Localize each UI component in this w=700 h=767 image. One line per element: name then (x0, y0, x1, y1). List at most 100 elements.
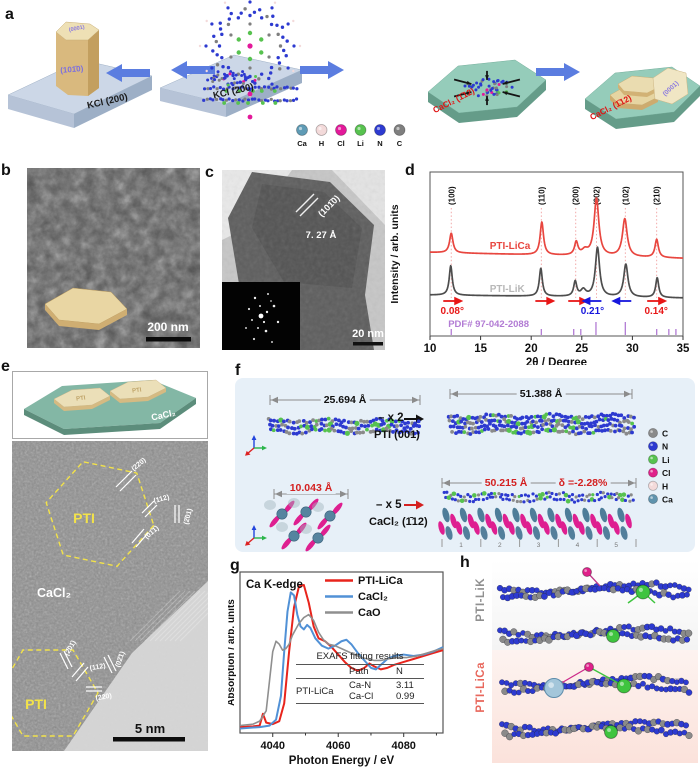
svg-text:4080: 4080 (391, 740, 415, 752)
arrow-right-2 (536, 63, 580, 81)
panel-b-sem-image: 200 nm (27, 168, 200, 348)
panel-a-schematic: Ca H Cl Li N C (0001) (101̄0) KCl (200) KCl (… (7, 0, 700, 148)
lattice-fringe-marker (295, 193, 315, 213)
exafs-path-2: Ca-Cl (349, 691, 374, 702)
pti-grain-outline-bottom (12, 649, 99, 737)
pti-large-dimension: 51.388 Å (516, 388, 566, 400)
xas-chart: Ca K-edge PTI-LiCa CaCl₂ CaO 4040 4060 4080 Pho… (228, 571, 444, 767)
scalebar-b (146, 337, 191, 342)
svg-text:2: 2 (498, 542, 502, 549)
svg-text:PTI-LiCa: PTI-LiCa (358, 575, 403, 587)
exafs-table-title: EXAFS fitting results (316, 651, 404, 662)
svg-text:0.08°: 0.08° (441, 306, 464, 317)
arrow-left-2 (171, 61, 215, 79)
panel-e-hrtem-image: PTI CaCl₂ PTI (220) (112) (2̄01) (01̄1̄)… (12, 441, 208, 751)
plane-label: (112) (153, 494, 170, 505)
svg-text:Intensity / arb. units: Intensity / arb. units (389, 204, 401, 303)
panel-f-label: f (235, 362, 241, 379)
svg-text:4: 4 (576, 542, 580, 549)
svg-text:30: 30 (626, 343, 639, 355)
svg-text:(200): (200) (572, 186, 581, 205)
plane-label: (112) (89, 663, 106, 673)
inset-chip1-label: PTI (76, 395, 86, 402)
svg-text:Ca: Ca (662, 495, 673, 505)
svg-text:3: 3 (537, 542, 541, 549)
exafs-path-1: Ca-N (349, 680, 372, 691)
svg-text:Absorption / arb. units: Absorption / arb. units (228, 599, 237, 706)
svg-text:(110): (110) (537, 186, 546, 205)
svg-text:CaCl₂: CaCl₂ (358, 591, 388, 603)
svg-text:Li: Li (662, 455, 670, 465)
panel-g-label: g (230, 557, 240, 574)
svg-text:Li: Li (357, 139, 364, 148)
cacl2-multiply-label: – x 5 (376, 499, 402, 511)
svg-text:Cl: Cl (337, 139, 345, 148)
svg-text:PDF# 97-042-2088: PDF# 97-042-2088 (448, 319, 529, 330)
spacing-label-c: 7. 27 Å (306, 230, 337, 241)
svg-text:20: 20 (525, 343, 538, 355)
cacl2-large-dimension: 50.215 Å (481, 477, 531, 489)
svg-text:Photon Energy / eV: Photon Energy / eV (289, 755, 395, 767)
plane-markers-e (59, 470, 180, 692)
pti-multiply-label: – x 2 (378, 412, 404, 424)
prism-top-face-label: (0001) (68, 24, 85, 33)
exafs-n-2: 0.99 (396, 691, 415, 702)
saed-inset (222, 282, 300, 350)
panel-a-substrates (7, 21, 700, 129)
svg-text:Ca K-edge: Ca K-edge (246, 579, 303, 591)
svg-text:(002): (002) (592, 186, 601, 205)
panel-a-label: a (5, 6, 14, 23)
ptilica-background (492, 650, 698, 763)
svg-text:4060: 4060 (326, 740, 350, 752)
svg-text:0.14°: 0.14° (644, 306, 667, 317)
svg-text:C: C (397, 139, 403, 148)
arrow-right-1 (300, 61, 344, 79)
arrow-left-1 (106, 64, 150, 82)
scalebar-c (353, 342, 383, 346)
plane-label: (2̄01) (182, 508, 194, 526)
panel-f-graphics: 1 2 3 4 5 CN Li Cl H Ca (245, 389, 673, 552)
lattice-mismatch-label: δ =-2.28% (555, 477, 611, 489)
exafs-n-1: 3.11 (396, 680, 414, 691)
svg-text:(102): (102) (621, 186, 630, 205)
svg-text:PTI-LiCa: PTI-LiCa (490, 241, 531, 252)
exafs-row-label: PTI-LiCa (296, 685, 334, 697)
region-mid-label: CaCl₂ (37, 586, 71, 600)
scalebar-label-e: 5 nm (135, 721, 165, 736)
scalebar-e (113, 737, 185, 742)
svg-text:N: N (662, 442, 668, 452)
svg-text:Cl: Cl (662, 468, 671, 478)
panel-d-label: d (405, 162, 415, 179)
svg-text:5: 5 (614, 542, 618, 549)
pti-plane-label: PTI (001) (374, 429, 420, 441)
scalebar-label-b: 200 nm (147, 320, 188, 334)
svg-text:1: 1 (459, 542, 463, 549)
svg-text:(210): (210) (653, 186, 662, 205)
panel-a-molecules: Ca H Cl Li N C (198, 0, 521, 148)
pti-grain-outline-top (45, 460, 155, 568)
tilted-plate (652, 67, 689, 105)
panel-e-inset: PTI PTI CaCl₂ (12, 371, 208, 439)
panel-h-label: h (460, 554, 470, 571)
exafs-table: EXAFS fitting results Path N PTI-LiCa Ca… (296, 651, 424, 704)
svg-text:H: H (662, 481, 668, 491)
svg-text:25: 25 (575, 343, 588, 355)
panel-h-structures (496, 567, 693, 741)
svg-text:N: N (377, 139, 382, 148)
svg-text:CaO: CaO (358, 607, 381, 619)
cacl2-small-dimension: 10.043 Å (286, 482, 336, 494)
svg-text:15: 15 (474, 343, 487, 355)
svg-text:2θ / Degree: 2θ / Degree (526, 357, 587, 365)
panel-b-label: b (1, 162, 11, 179)
exafs-col-empty (296, 666, 348, 677)
svg-text:Ca: Ca (297, 139, 307, 148)
inset-chip2-label: PTI (132, 387, 142, 394)
panel-f-structure-box (235, 378, 695, 552)
svg-text:4040: 4040 (260, 740, 284, 752)
panel-c-label: c (205, 164, 214, 181)
panel-c-tem-image: (101̄0) 7. 27 Å 20 nm (222, 170, 385, 350)
svg-text:H: H (319, 139, 324, 148)
inset-substrate-label: CaCl₂ (150, 408, 176, 423)
svg-text:35: 35 (677, 343, 690, 355)
